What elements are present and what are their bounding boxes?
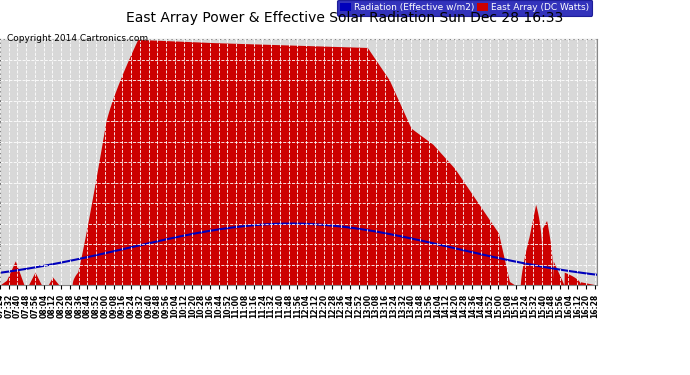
Text: East Array Power & Effective Solar Radiation Sun Dec 28 16:33: East Array Power & Effective Solar Radia… <box>126 11 564 25</box>
Text: Copyright 2014 Cartronics.com: Copyright 2014 Cartronics.com <box>7 34 148 43</box>
Legend: Radiation (Effective w/m2), East Array (DC Watts): Radiation (Effective w/m2), East Array (… <box>337 0 592 16</box>
